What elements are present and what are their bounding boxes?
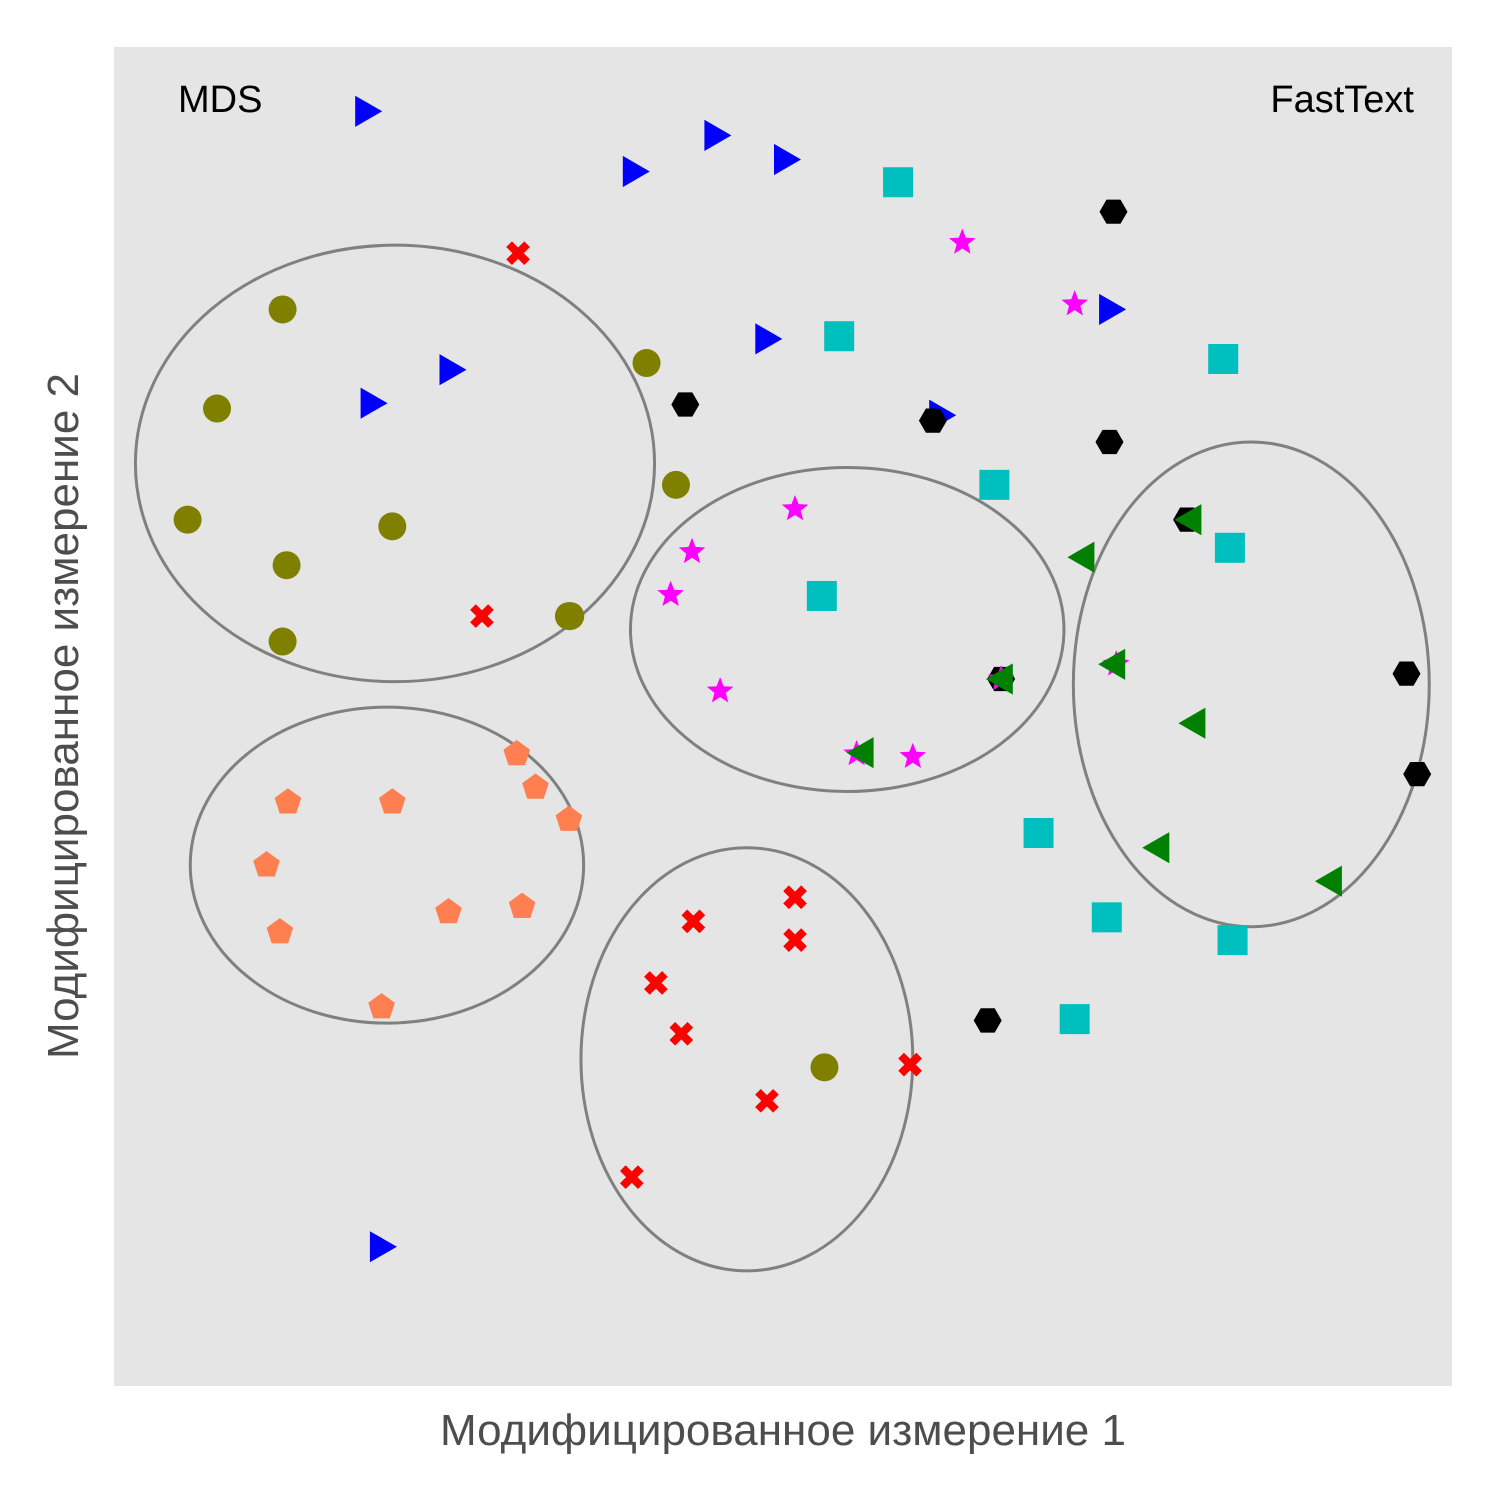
- point-circle-8: [554, 602, 583, 631]
- series-triangle-left: [846, 504, 1342, 897]
- point-triangle-right-4: [774, 143, 801, 176]
- series-x: [470, 241, 922, 1189]
- point-circle-5: [268, 627, 297, 656]
- point-square-7: [1023, 817, 1054, 848]
- point-square-8: [1091, 902, 1122, 933]
- point-star-6: [706, 677, 734, 703]
- point-pentagon-4: [274, 788, 302, 814]
- point-x-6: [644, 971, 668, 995]
- point-pentagon-2: [522, 773, 549, 799]
- point-pentagon-8: [508, 892, 536, 918]
- point-triangle-right-7: [755, 323, 783, 355]
- point-circle-3: [173, 505, 202, 534]
- point-triangle-left-8: [1314, 865, 1342, 897]
- point-triangle-right-5: [360, 387, 388, 419]
- point-circle-10: [661, 470, 690, 499]
- point-pentagon-7: [435, 898, 462, 924]
- series-square: [806, 167, 1248, 1035]
- x-axis-label: Модифицированное измерение 1: [440, 1406, 1126, 1455]
- point-star-3: [781, 495, 809, 521]
- y-axis-label: Модифицированное измерение 2: [39, 373, 88, 1059]
- point-x-5: [783, 928, 807, 952]
- point-pentagon-10: [368, 993, 395, 1019]
- point-star-1: [949, 228, 976, 254]
- point-square-3: [1208, 343, 1239, 374]
- point-triangle-right-1: [355, 95, 383, 127]
- point-triangle-left-4: [985, 663, 1013, 695]
- point-circle-2: [203, 394, 232, 423]
- point-circle-6: [378, 512, 407, 541]
- point-square-9: [1217, 925, 1248, 956]
- point-circle-4: [272, 551, 301, 580]
- point-x-2: [470, 604, 494, 628]
- point-triangle-right-10: [369, 1231, 397, 1263]
- point-x-4: [783, 885, 807, 910]
- point-x-10: [619, 1165, 644, 1189]
- point-triangle-left-7: [1142, 832, 1170, 864]
- point-x-7: [669, 1022, 694, 1046]
- point-star-4: [678, 537, 706, 564]
- series-pentagon: [253, 740, 583, 1019]
- point-triangle-left-6: [1178, 707, 1206, 739]
- point-hexagon-9: [973, 1008, 1002, 1033]
- point-square-6: [806, 580, 837, 611]
- point-triangle-right-2: [622, 155, 650, 188]
- point-x-3: [681, 909, 706, 934]
- cluster-ellipse-4: [188, 705, 586, 1025]
- point-triangle-left-1: [1174, 504, 1202, 536]
- point-square-2: [824, 321, 855, 352]
- point-square-1: [883, 167, 914, 198]
- point-pentagon-5: [379, 788, 406, 814]
- point-pentagon-3: [555, 805, 583, 831]
- point-square-4: [979, 469, 1010, 500]
- point-square-10: [1059, 1004, 1090, 1035]
- point-circle-11: [810, 1053, 839, 1082]
- point-x-8: [755, 1088, 779, 1113]
- point-circle-9: [632, 349, 661, 378]
- point-star-8: [899, 742, 927, 768]
- point-triangle-right-9: [1099, 293, 1127, 325]
- point-hexagon-2: [671, 392, 700, 417]
- point-star-5: [657, 580, 684, 606]
- point-hexagon-8: [1403, 762, 1432, 787]
- cluster-ellipses: [133, 243, 1431, 1273]
- point-triangle-left-5: [846, 737, 874, 769]
- point-x-9: [898, 1052, 922, 1077]
- point-hexagon-1: [1099, 199, 1128, 224]
- point-x-1: [506, 241, 530, 266]
- point-pentagon-6: [253, 851, 280, 877]
- point-hexagon-7: [1392, 661, 1421, 686]
- series-circle: [173, 295, 839, 1082]
- point-triangle-left-3: [1098, 648, 1126, 680]
- point-triangle-right-6: [439, 354, 467, 386]
- point-triangle-left-2: [1067, 541, 1095, 573]
- point-circle-1: [268, 295, 297, 324]
- point-star-2: [1061, 290, 1088, 316]
- point-pentagon-9: [266, 918, 294, 944]
- plot-area: [114, 47, 1452, 1386]
- cluster-ellipse-3: [1071, 440, 1431, 929]
- point-square-5: [1214, 532, 1245, 563]
- method-label: MDS: [178, 79, 262, 121]
- cluster-ellipse-1: [133, 243, 657, 684]
- cluster-ellipse-2: [628, 465, 1066, 793]
- point-triangle-right-3: [704, 119, 732, 151]
- data-points: [173, 95, 1432, 1263]
- point-hexagon-4: [1095, 429, 1124, 455]
- point-pentagon-1: [503, 740, 531, 766]
- model-label: FastText: [1270, 79, 1414, 121]
- point-hexagon-3: [918, 408, 947, 433]
